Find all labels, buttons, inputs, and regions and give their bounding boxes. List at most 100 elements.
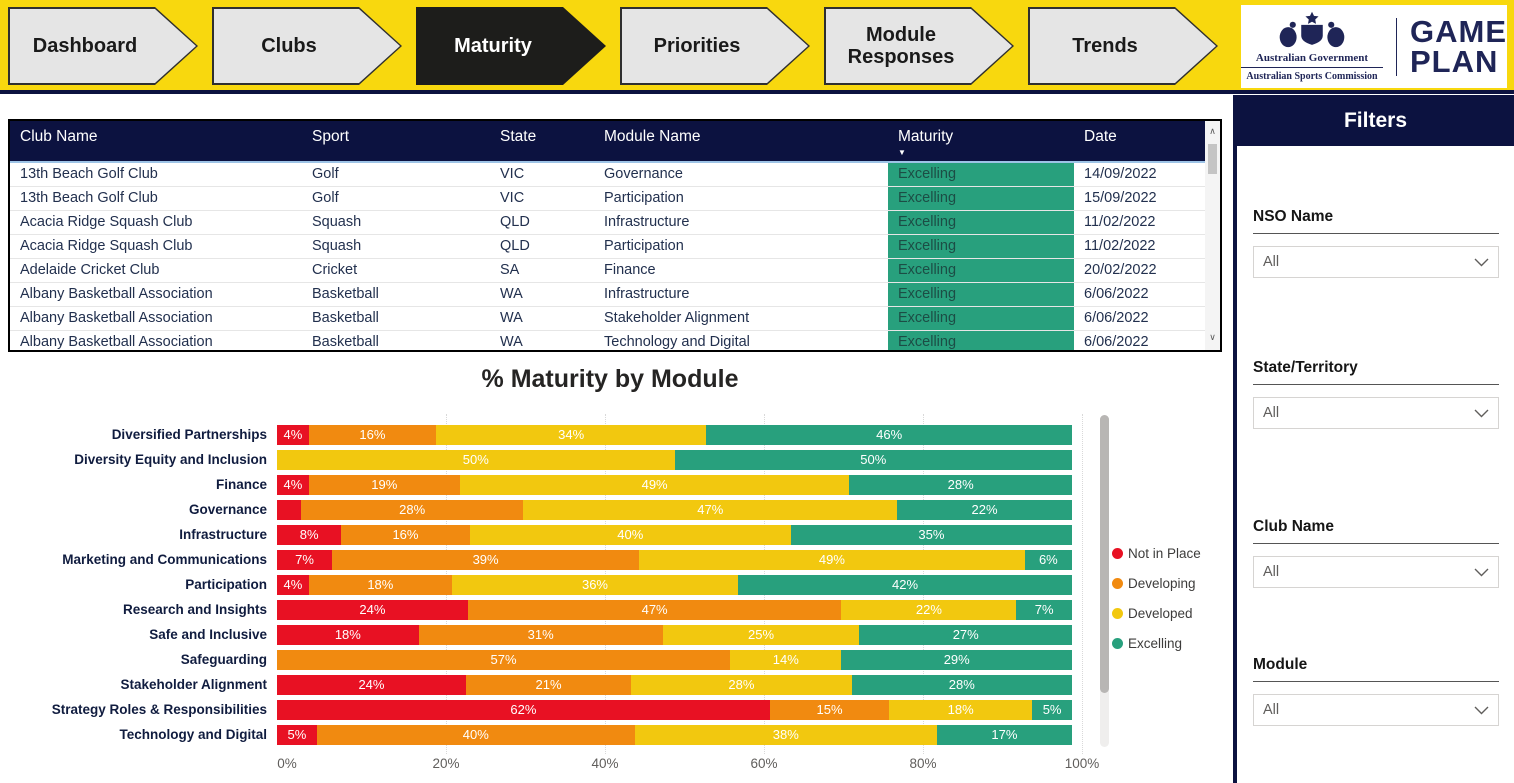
gameplan-wordmark: GAME PLAN (1410, 16, 1507, 76)
bar-segment-not-in-place[interactable] (277, 499, 301, 520)
table-row[interactable]: Albany Basketball Association Basketball W… (10, 283, 1220, 307)
bar-segment-excelling[interactable]: 35% (790, 524, 1072, 545)
table-row[interactable]: Albany Basketball Association Basketball W… (10, 331, 1220, 350)
table-row[interactable]: 13th Beach Golf Club Golf VIC Governance Exc… (10, 163, 1220, 187)
legend-item-developing[interactable]: Developing (1112, 568, 1201, 598)
bar-segment-developing[interactable]: 18% (308, 574, 452, 595)
bar-segment-developing[interactable]: 31% (418, 624, 663, 645)
bar-segment-developing[interactable]: 57% (277, 649, 731, 670)
bar-segment-not-in-place[interactable]: 62% (277, 699, 770, 720)
nav-tab-module-responses[interactable]: Module Responses (824, 7, 1014, 85)
bar-segment-excelling[interactable]: 17% (936, 724, 1072, 745)
cell-sport: Golf (312, 190, 339, 206)
bar-track: 8% 16% 40% 35% (277, 524, 1072, 545)
bar-segment-developed[interactable]: 47% (523, 499, 898, 520)
table-row[interactable]: 13th Beach Golf Club Golf VIC Participation… (10, 187, 1220, 211)
table-row[interactable]: Acacia Ridge Squash Club Squash QLD Partici… (10, 235, 1220, 259)
bar-segment-excelling[interactable]: 27% (859, 624, 1072, 645)
bar-segment-developing[interactable]: 16% (341, 524, 470, 545)
bar-segment-not-in-place[interactable]: 24% (277, 599, 468, 620)
bar-segment-developing[interactable]: 40% (316, 724, 635, 745)
bar-segment-developing[interactable]: 47% (467, 599, 842, 620)
cell-sport: Squash (312, 214, 362, 230)
sort-descending-icon[interactable]: ▼ (898, 148, 906, 157)
bar-segment-not-in-place[interactable]: 18% (277, 624, 419, 645)
bar-segment-excelling[interactable]: 28% (851, 674, 1072, 695)
bar-segment-excelling[interactable]: 7% (1016, 599, 1072, 620)
bar-segment-excelling[interactable]: 42% (738, 574, 1072, 595)
chart-scrollbar-thumb[interactable] (1100, 415, 1109, 693)
bar-segment-developed[interactable]: 49% (459, 474, 850, 495)
bar-segment-not-in-place[interactable]: 24% (277, 674, 466, 695)
column-header-club-name[interactable]: Club Name (10, 121, 302, 161)
bar-segment-not-in-place[interactable]: 8% (277, 524, 342, 545)
table-scrollbar[interactable]: ∧ ∨ (1205, 121, 1220, 350)
bar-segment-developing[interactable]: 19% (308, 474, 460, 495)
bar-segment-not-in-place[interactable]: 4% (277, 474, 309, 495)
bar-segment-excelling[interactable]: 5% (1032, 699, 1072, 720)
bar-segment-excelling[interactable]: 22% (897, 499, 1072, 520)
bar-segment-developed[interactable]: 14% (730, 649, 842, 670)
column-header-state[interactable]: State (490, 121, 594, 161)
bar-segment-not-in-place[interactable]: 5% (277, 724, 317, 745)
bar-track: 4% 16% 34% 46% (277, 424, 1072, 445)
cell-sport: Squash (312, 238, 362, 254)
nav-tab-priorities[interactable]: Priorities (620, 7, 810, 85)
bar-segment-developing[interactable]: 39% (332, 549, 640, 570)
cell-date: 20/02/2022 (1084, 262, 1157, 278)
bar-segment-developed[interactable]: 22% (841, 599, 1017, 620)
bar-segment-developed[interactable]: 36% (451, 574, 739, 595)
legend-item-developed[interactable]: Developed (1112, 598, 1201, 628)
table-row[interactable]: Adelaide Cricket Club Cricket SA Finance Exc… (10, 259, 1220, 283)
column-header-module-name[interactable]: Module Name (594, 121, 888, 161)
chevron-down-icon (1474, 258, 1489, 267)
legend-item-excelling[interactable]: Excelling (1112, 628, 1201, 658)
category-label: Governance (188, 502, 267, 517)
category-label: Stakeholder Alignment (120, 677, 267, 692)
table-scrollbar-thumb[interactable] (1208, 144, 1217, 174)
filter-dropdown-state-territory[interactable]: All (1253, 397, 1499, 429)
filter-dropdown-module[interactable]: All (1253, 694, 1499, 726)
bar-segment-excelling[interactable]: 46% (706, 424, 1072, 445)
legend-item-not-in-place[interactable]: Not in Place (1112, 538, 1201, 568)
bar-segment-excelling[interactable]: 29% (841, 649, 1072, 670)
cell-maturity: Excelling (888, 307, 1074, 330)
column-header-sport[interactable]: Sport (302, 121, 490, 161)
bar-segment-developed[interactable]: 38% (634, 724, 937, 745)
maturity-chart: % Maturity by Module Diversified Partner… (0, 352, 1232, 783)
bar-segment-developed[interactable]: 34% (435, 424, 707, 445)
bar-segment-not-in-place[interactable]: 4% (277, 424, 309, 445)
bar-segment-developed[interactable]: 49% (639, 549, 1025, 570)
chart-scrollbar[interactable] (1100, 415, 1109, 747)
x-axis-tick: 20% (432, 756, 460, 771)
bar-segment-developed[interactable]: 28% (631, 674, 852, 695)
column-header-label: Club Name (20, 128, 98, 145)
bar-segment-excelling[interactable]: 6% (1024, 549, 1072, 570)
nav-tab-clubs[interactable]: Clubs (212, 7, 402, 85)
table-row[interactable]: Acacia Ridge Squash Club Squash QLD Infrast… (10, 211, 1220, 235)
cell-sport: Golf (312, 166, 339, 182)
filter-dropdown-club-name[interactable]: All (1253, 556, 1499, 588)
scroll-down-icon[interactable]: ∨ (1209, 332, 1216, 342)
bar-segment-developed[interactable]: 40% (469, 524, 791, 545)
bar-segment-developed[interactable]: 50% (277, 449, 675, 470)
bar-segment-excelling[interactable]: 50% (674, 449, 1072, 470)
bar-segment-not-in-place[interactable]: 4% (277, 574, 309, 595)
nav-tab-dashboard[interactable]: Dashboard (8, 7, 198, 85)
filter-dropdown-nso-name[interactable]: All (1253, 246, 1499, 278)
column-header-date[interactable]: Date (1074, 121, 1205, 161)
bar-segment-developing[interactable]: 21% (465, 674, 632, 695)
bar-segment-not-in-place[interactable]: 7% (277, 549, 333, 570)
bar-segment-developing[interactable]: 16% (308, 424, 436, 445)
table-row[interactable]: Albany Basketball Association Basketball W… (10, 307, 1220, 331)
nav-tab-maturity[interactable]: Maturity (416, 7, 606, 85)
gridline (1082, 414, 1083, 754)
bar-segment-excelling[interactable]: 28% (849, 474, 1072, 495)
bar-segment-developed[interactable]: 18% (889, 699, 1033, 720)
bar-segment-developing[interactable]: 15% (769, 699, 890, 720)
scroll-up-icon[interactable]: ∧ (1209, 126, 1216, 136)
bar-segment-developing[interactable]: 28% (300, 499, 524, 520)
nav-tab-trends[interactable]: Trends (1028, 7, 1218, 85)
bar-segment-developed[interactable]: 25% (662, 624, 860, 645)
column-header-maturity[interactable]: Maturity ▼ (888, 121, 1074, 161)
